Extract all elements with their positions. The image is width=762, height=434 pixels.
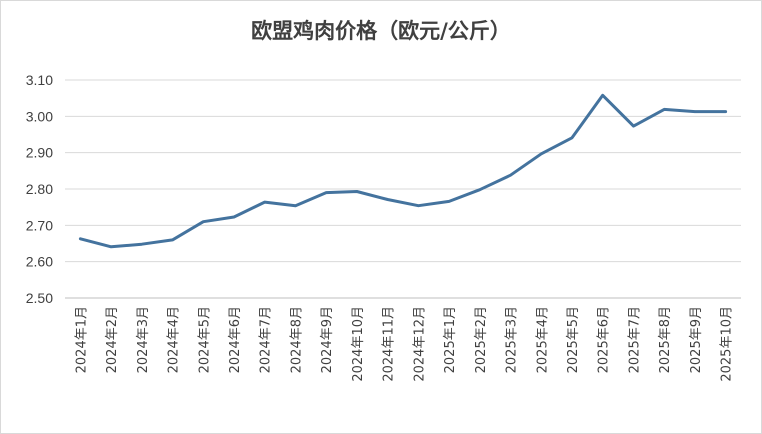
x-tick-label: 2025年4月: [535, 306, 550, 373]
x-tick-label: 2025年3月: [505, 306, 520, 373]
x-tick-label: 2024年8月: [289, 306, 304, 373]
x-tick-label: 2024年11月: [382, 306, 397, 382]
x-tick-label: 2024年9月: [320, 306, 335, 373]
x-tick-label: 2024年4月: [167, 306, 182, 373]
x-tick-label: 2024年5月: [197, 306, 212, 373]
y-tick-label: 3.00: [26, 108, 53, 124]
x-tick-label: 2024年7月: [259, 306, 274, 373]
x-tick-label: 2024年2月: [105, 306, 120, 373]
y-tick-label: 3.10: [26, 72, 53, 88]
x-tick-label: 2025年5月: [566, 306, 581, 373]
y-tick-label: 2.60: [26, 254, 53, 270]
series-line: [78, 93, 728, 249]
x-tick-label: 2025年2月: [474, 306, 489, 373]
y-tick-label: 2.90: [26, 145, 53, 161]
x-tick-label: 2025年7月: [627, 306, 642, 373]
x-tick-label: 2024年1月: [74, 306, 89, 373]
y-tick-label: 2.70: [26, 217, 53, 233]
x-tick-label: 2025年1月: [443, 306, 458, 373]
x-tick-label: 2025年6月: [597, 306, 612, 373]
x-tick-label: 2024年3月: [136, 306, 151, 373]
x-tick-label: 2025年10月: [720, 306, 735, 382]
chart-title: 欧盟鸡肉价格（欧元/公斤）: [251, 19, 511, 43]
x-tick-label: 2024年6月: [228, 306, 243, 373]
x-tick-label: 2025年8月: [658, 306, 673, 373]
y-tick-label: 2.50: [26, 290, 53, 306]
y-tick-label: 2.80: [26, 181, 53, 197]
x-tick-label: 2024年12月: [412, 306, 427, 382]
x-tick-label: 2025年9月: [689, 306, 704, 373]
x-tick-label: 2024年10月: [351, 306, 366, 382]
